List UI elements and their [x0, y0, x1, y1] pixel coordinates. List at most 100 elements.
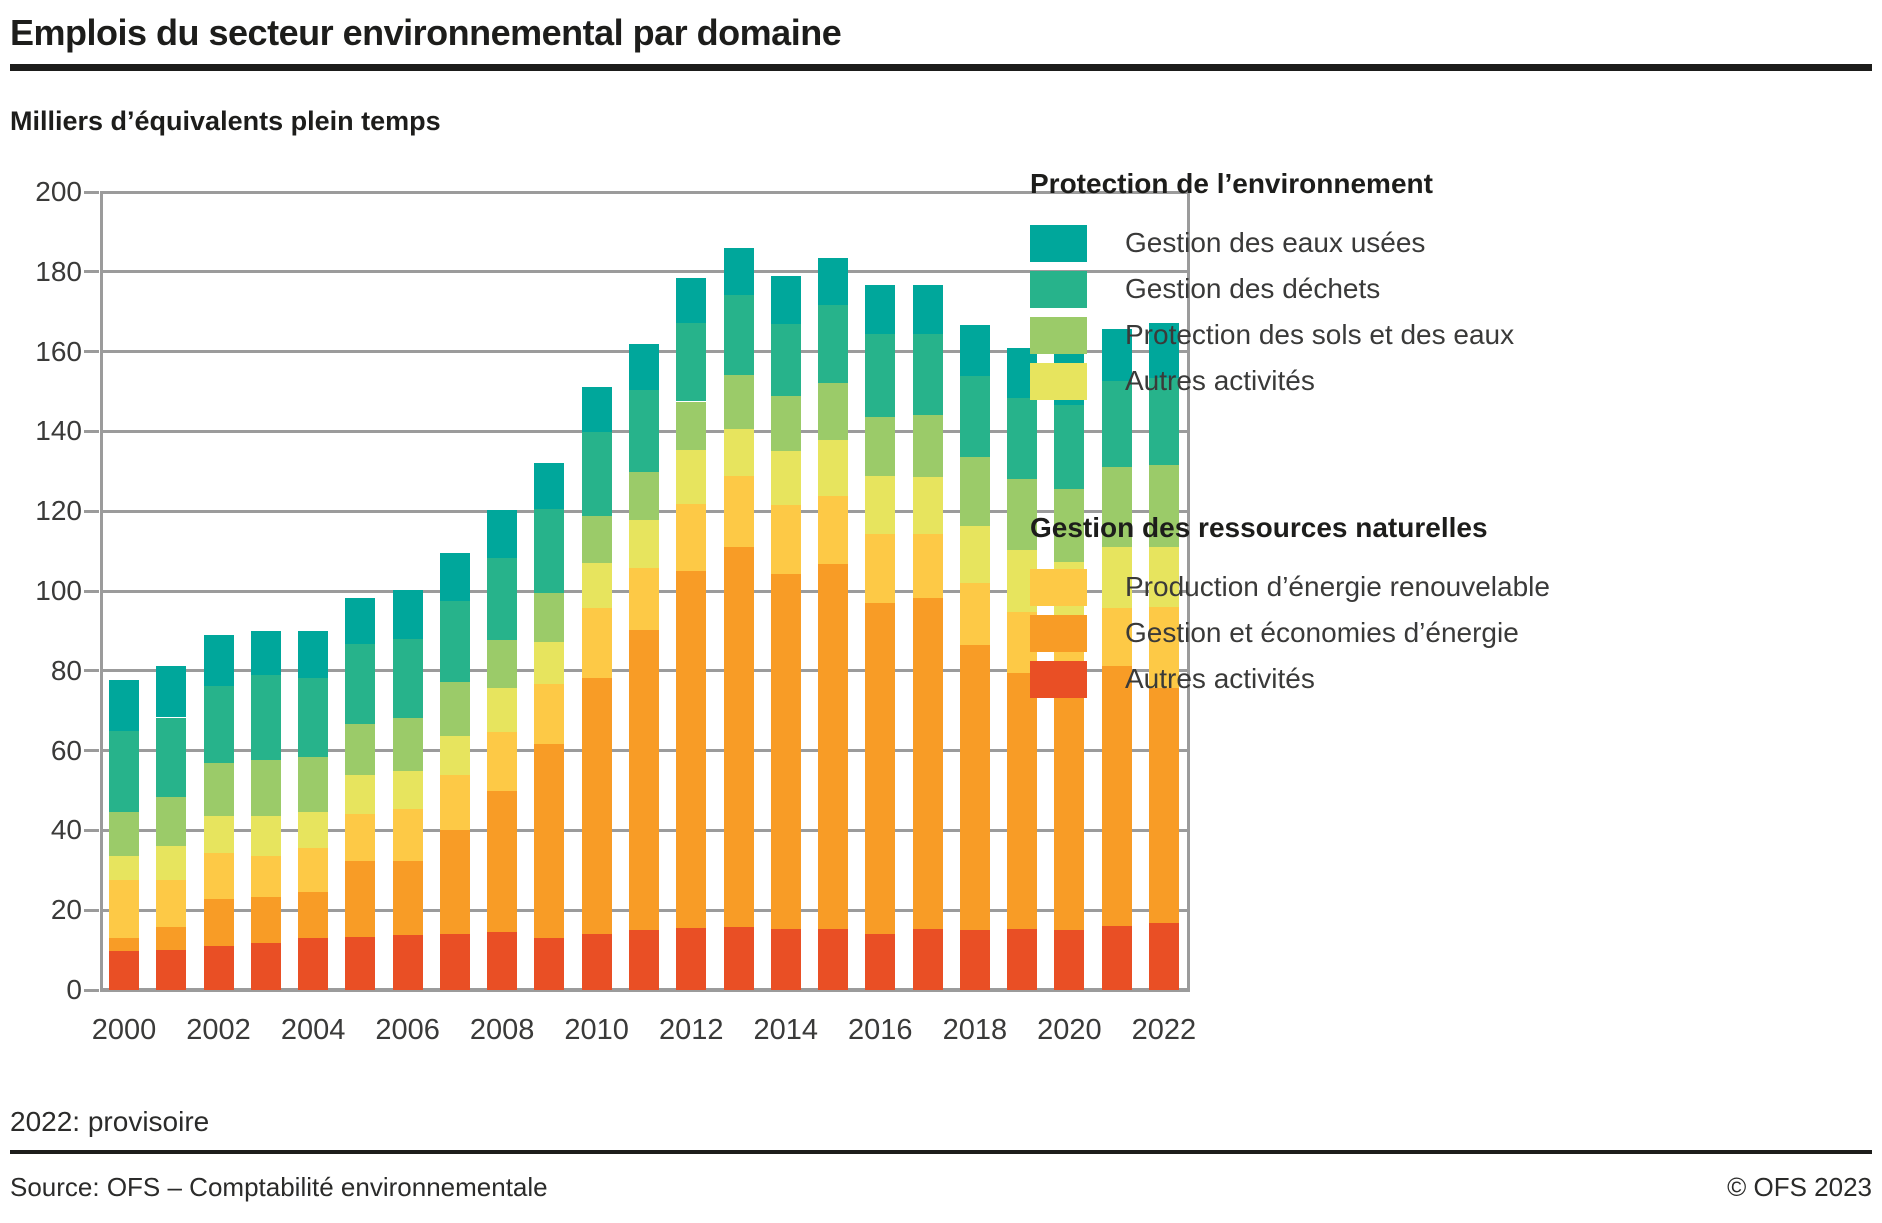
bar-2006-segment-pe_eaux	[392, 590, 423, 639]
bar-2009-segment-pe_sols	[534, 592, 565, 642]
legend-group-title-ressources: Gestion des ressources naturelles	[1030, 512, 1488, 543]
bar-2010-segment-grn_autres	[581, 934, 612, 990]
legend-item-energie: Gestion et économies d’énergie	[1030, 610, 1870, 656]
bar-2002-segment-pe_autres	[203, 816, 234, 854]
bar-2013-segment-pe_eaux	[723, 248, 754, 295]
bar-2000-segment-pe_eaux	[109, 679, 139, 732]
bar-2008-segment-grn_autres	[487, 931, 518, 990]
bar-2019-segment-pe_sols	[1007, 478, 1038, 550]
bar-2004-segment-grn_renouvelable	[298, 847, 329, 892]
x-axis-label-2018: 2018	[942, 1014, 1008, 1046]
bar-2012-segment-grn_energie	[676, 570, 707, 929]
bar-2017-segment-pe_eaux	[912, 284, 943, 335]
bar-2009-segment-pe_autres	[534, 641, 565, 684]
bar-2017-segment-pe_dechets	[912, 334, 943, 416]
bar-2003-segment-grn_autres	[250, 942, 281, 990]
bar-2011-segment-grn_energie	[628, 630, 659, 930]
bar-2012-segment-pe_eaux	[676, 278, 707, 323]
plot-area	[100, 190, 1190, 992]
bar-2021-segment-pe_dechets	[1101, 381, 1132, 468]
x-axis-label-2002: 2002	[186, 1014, 251, 1046]
legend-item-label: Autres activités	[1125, 663, 1315, 694]
x-axis-label-2000: 2000	[91, 1014, 157, 1046]
legend-item-dechets: Gestion des déchets	[1030, 266, 1870, 312]
x-axis-label-2006: 2006	[375, 1014, 440, 1046]
bar-2007-segment-pe_sols	[439, 681, 470, 736]
y-axis-tick-200	[84, 190, 99, 194]
bar-2020-segment-pe_dechets	[1054, 405, 1085, 489]
y-axis-tick-180	[84, 270, 99, 274]
sols-swatch-icon	[1030, 316, 1087, 354]
energie-swatch-icon	[1030, 614, 1087, 652]
bar-2018-segment-pe_eaux	[959, 325, 990, 377]
x-axis-label-2008: 2008	[469, 1014, 535, 1046]
y-axis-label-120: 120	[35, 495, 82, 527]
bar-2010-segment-pe_dechets	[581, 432, 612, 517]
bar-2016-segment-grn_renouvelable	[865, 534, 896, 604]
y-axis-tick-40	[84, 828, 99, 832]
bar-2015-segment-grn_renouvelable	[818, 496, 849, 565]
x-axis-label-2014: 2014	[753, 1014, 819, 1046]
legend-item-label: Autres activités	[1125, 365, 1315, 396]
bar-2005-segment-grn_renouvelable	[345, 813, 376, 862]
bar-2006-segment-pe_autres	[392, 770, 423, 810]
legend-group-title-protection: Protection de l’environnement	[1030, 168, 1433, 199]
x-axis-label-2012: 2012	[658, 1014, 724, 1046]
bar-2013-segment-grn_autres	[723, 926, 754, 990]
footer-rule	[10, 1150, 1872, 1154]
bar-2014-segment-pe_sols	[770, 396, 801, 451]
bar-2012-segment-pe_sols	[676, 401, 707, 450]
bar-2008-segment-pe_dechets	[487, 557, 518, 641]
bar-2009-segment-pe_eaux	[534, 463, 565, 509]
bar-2002-segment-pe_dechets	[203, 685, 234, 763]
bar-2013-segment-pe_dechets	[723, 294, 754, 376]
bar-2013-segment-grn_renouvelable	[723, 475, 754, 547]
bar-2017-segment-pe_sols	[912, 415, 943, 478]
bar-2003-segment-grn_energie	[250, 897, 281, 943]
bar-2014-segment-pe_dechets	[770, 324, 801, 397]
bar-2002-segment-pe_sols	[203, 762, 234, 817]
bar-2004-segment-grn_autres	[298, 938, 329, 990]
bar-2001-segment-pe_dechets	[156, 717, 187, 798]
bar-2007-segment-grn_autres	[439, 934, 470, 990]
y-axis-tick-120	[84, 509, 99, 513]
bar-2022-segment-grn_autres	[1148, 923, 1179, 990]
bar-2011-segment-grn_renouvelable	[628, 568, 659, 631]
y-axis-label-180: 180	[35, 255, 82, 287]
bar-2001-segment-grn_autres	[156, 950, 187, 990]
bar-2002-segment-grn_autres	[203, 946, 234, 990]
bar-2006-segment-pe_sols	[392, 718, 423, 771]
bar-2019-segment-grn_energie	[1007, 672, 1038, 930]
bar-2003-segment-pe_dechets	[250, 674, 281, 761]
bar-2021-segment-pe_autres	[1101, 547, 1132, 609]
bar-2001-segment-pe_autres	[156, 846, 187, 881]
bar-2013-segment-pe_autres	[723, 429, 754, 476]
bar-2000-segment-pe_autres	[109, 855, 139, 881]
bar-2016-segment-pe_autres	[865, 475, 896, 535]
bar-2006-segment-grn_renouvelable	[392, 809, 423, 862]
bar-2015-segment-pe_eaux	[818, 258, 849, 305]
bar-2005-segment-pe_autres	[345, 774, 376, 814]
y-axis-label-80: 80	[50, 654, 82, 686]
bar-2011-segment-pe_eaux	[628, 343, 659, 390]
bar-2018-segment-grn_autres	[959, 930, 990, 990]
bar-2005-segment-pe_dechets	[345, 644, 376, 724]
bar-2022-segment-grn_energie	[1148, 687, 1179, 924]
bar-2005-segment-pe_eaux	[345, 598, 376, 645]
eaux-usees-swatch-icon	[1030, 224, 1087, 262]
bar-2019-segment-pe_dechets	[1007, 397, 1038, 479]
bar-2007-segment-pe_eaux	[439, 553, 470, 602]
bar-2017-segment-grn_renouvelable	[912, 534, 943, 599]
bar-2005-segment-pe_sols	[345, 723, 376, 775]
bar-2011-segment-pe_autres	[628, 520, 659, 569]
bar-2021-segment-pe_sols	[1101, 467, 1132, 548]
legend-item-label: Production d’énergie renouvelable	[1125, 571, 1550, 602]
bar-2013-segment-grn_energie	[723, 546, 754, 927]
bar-2021-segment-pe_eaux	[1101, 329, 1132, 382]
bar-2015-segment-pe_dechets	[818, 304, 849, 383]
bar-2016-segment-grn_autres	[865, 933, 896, 990]
footnote-provisional: 2022: provisoire	[10, 1106, 210, 1137]
bar-2010-segment-pe_eaux	[581, 387, 612, 433]
bar-2014-segment-grn_energie	[770, 574, 801, 930]
bar-2003-segment-grn_renouvelable	[250, 855, 281, 898]
